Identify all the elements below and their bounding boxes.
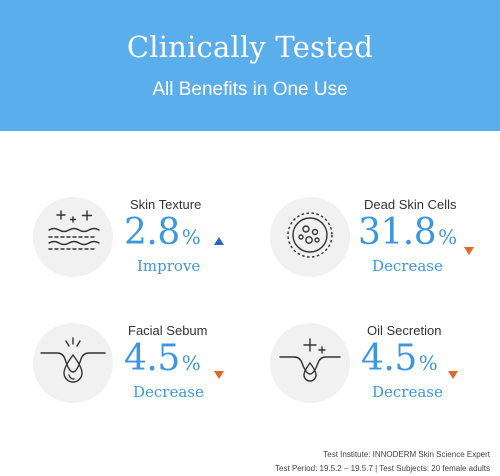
header-banner: Clinically Tested All Benefits in One Us… — [0, 0, 500, 131]
stat-label: Oil Secretion — [367, 323, 442, 338]
page-title: Clinically Tested — [126, 30, 374, 64]
stat-facial-sebum: Facial Sebum 4.5% Decrease — [33, 323, 273, 433]
page-subtitle: All Benefits in One Use — [152, 79, 348, 100]
stat-label: Dead Skin Cells — [364, 197, 457, 212]
stat-label: Facial Sebum — [128, 323, 208, 338]
decrease-arrow-icon — [464, 247, 474, 255]
stat-value: 4.5% — [361, 338, 438, 379]
increase-arrow-icon — [214, 237, 224, 245]
stat-value: 2.8% — [124, 212, 201, 253]
stat-oil-secretion: Oil Secretion 4.5% Decrease — [270, 323, 500, 433]
footer-institute: Test Institute: INNODERM Skin Science Ex… — [323, 450, 490, 459]
stat-result: Decrease — [372, 257, 443, 275]
stat-value: 31.8% — [358, 212, 457, 253]
stat-value: 4.5% — [124, 338, 201, 379]
footer-period: Test Period: 19.5.2 – 19.5.7 | Test Subj… — [275, 464, 490, 473]
stat-result: Decrease — [372, 383, 443, 401]
stat-label: Skin Texture — [130, 197, 202, 212]
stat-result: Decrease — [133, 383, 204, 401]
stat-dead-skin-cells: Dead Skin Cells 31.8% Decrease — [270, 197, 500, 307]
dead-skin-cells-icon — [270, 197, 350, 277]
decrease-arrow-icon — [448, 371, 458, 379]
sebum-drop-icon — [33, 323, 113, 403]
stat-skin-texture: Skin Texture 2.8% Improve — [33, 197, 273, 307]
skin-texture-sparkle-icon — [33, 197, 113, 277]
oil-secretion-sparkle-icon — [270, 323, 350, 403]
decrease-arrow-icon — [214, 371, 224, 379]
stat-result: Improve — [137, 257, 201, 275]
